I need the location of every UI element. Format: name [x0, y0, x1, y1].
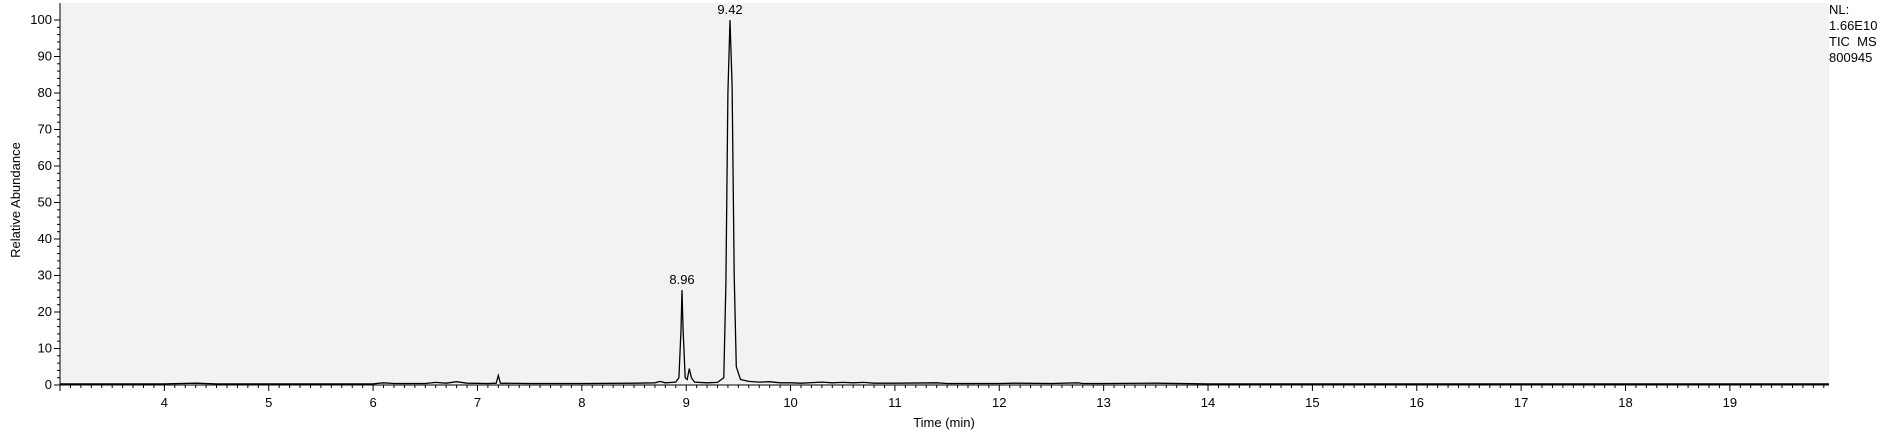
y-tick-label: 50 [38, 195, 52, 210]
x-tick-label: 11 [888, 395, 902, 410]
x-tick-label: 9 [683, 395, 690, 410]
peak-annotations: 9.42 8.96 [669, 2, 742, 287]
y-tick-label: 60 [38, 158, 52, 173]
y-tick-label: 40 [38, 231, 52, 246]
x-tick-label: 5 [265, 395, 272, 410]
x-tick-label: 7 [474, 395, 481, 410]
x-tick-label: 6 [369, 395, 376, 410]
x-tick-label: 10 [783, 395, 797, 410]
x-tick-label: 19 [1723, 395, 1737, 410]
y-tick-label: 10 [38, 341, 52, 356]
y-tick-label: 90 [38, 49, 52, 64]
x-tick-label: 17 [1514, 395, 1528, 410]
y-tick-label: 80 [38, 85, 52, 100]
x-axis-title: Time (min) [913, 415, 975, 430]
y-tick-label: 20 [38, 304, 52, 319]
trace-type: TIC MS [1829, 34, 1877, 49]
x-tick-label: 12 [992, 395, 1006, 410]
y-tick-label: 0 [45, 377, 52, 392]
nl-label: NL: [1829, 2, 1850, 17]
y-tick-label: 30 [38, 268, 52, 283]
x-axis-ticks: 4 5 6 7 8 9 10 11 12 13 14 15 16 17 18 19 [59, 385, 1825, 410]
y-axis-title: Relative Abundance [8, 142, 23, 258]
peak-label: 9.42 [717, 2, 742, 17]
x-tick-label: 15 [1305, 395, 1319, 410]
chromatogram-trace [60, 19, 1829, 385]
plot-area [60, 3, 1829, 385]
x-tick-label: 16 [1410, 395, 1424, 410]
peak-label: 8.96 [669, 272, 694, 287]
x-tick-label: 4 [161, 395, 168, 410]
y-axis-ticks: 0 10 20 30 40 50 60 70 80 90 100 [30, 12, 60, 392]
x-tick-label: 8 [578, 395, 585, 410]
sample-id: 800945 [1829, 50, 1873, 65]
x-tick-label: 18 [1618, 395, 1632, 410]
side-info-panel: NL: 1.66E10 TIC MS 800945 [1829, 2, 1877, 66]
y-tick-label: 100 [30, 12, 52, 27]
x-tick-label: 14 [1201, 395, 1215, 410]
x-tick-label: 13 [1096, 395, 1110, 410]
y-tick-label: 70 [38, 122, 52, 137]
nl-value: 1.66E10 [1829, 18, 1878, 33]
